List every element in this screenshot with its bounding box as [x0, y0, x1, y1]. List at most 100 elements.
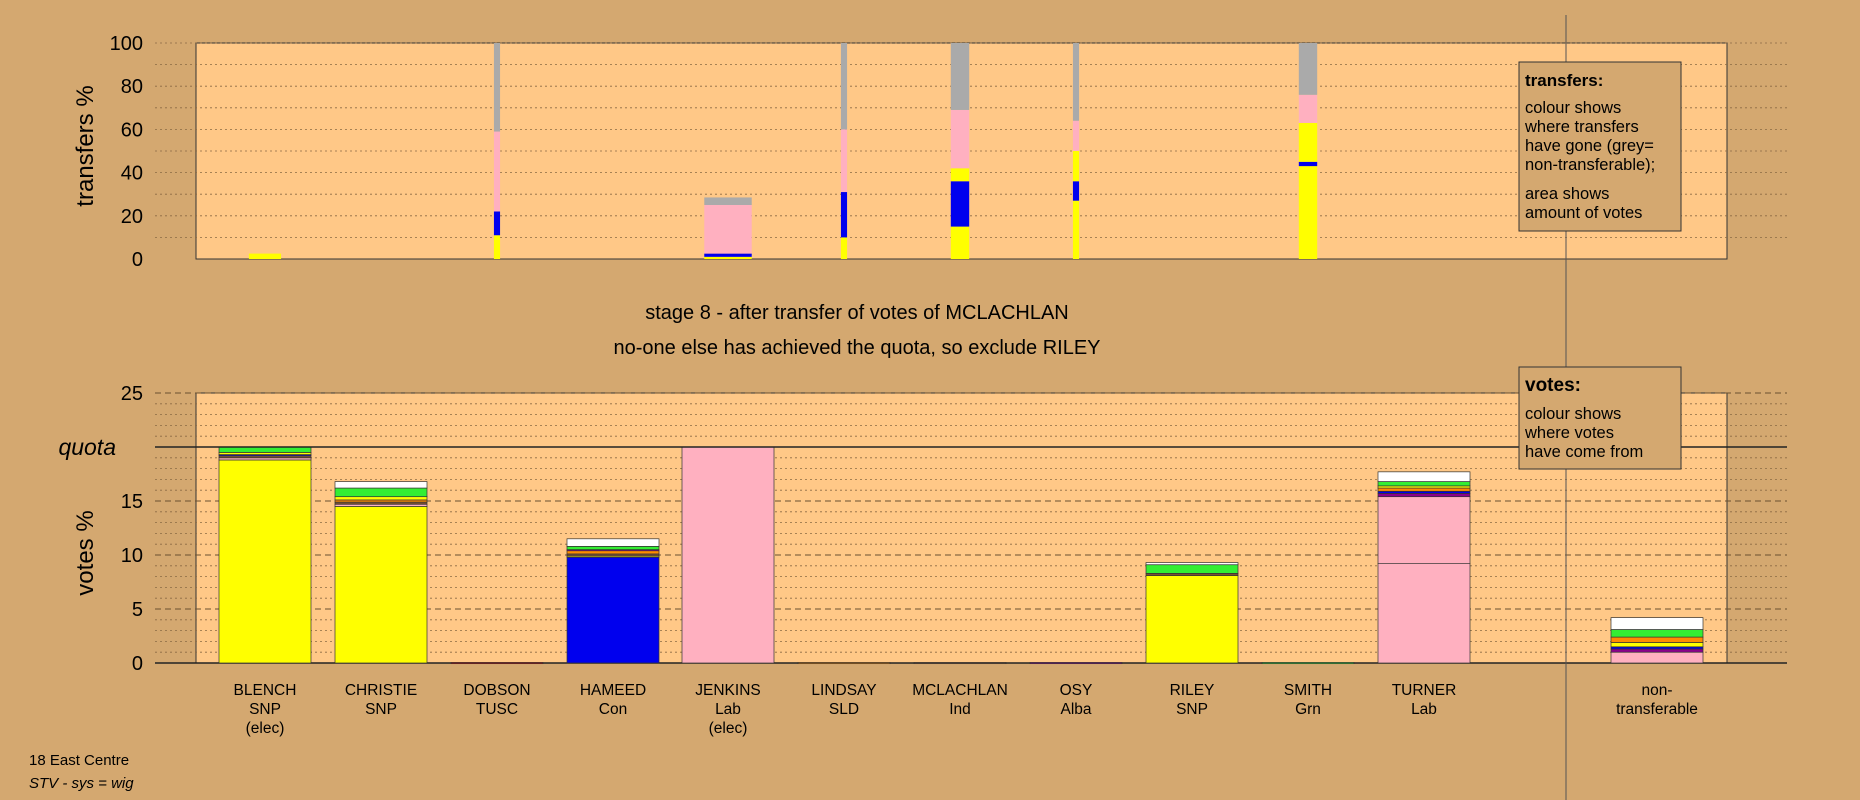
vote-bar-segment [218, 459, 312, 664]
vote-bar-segment [1377, 563, 1471, 664]
transfers-tick-label: 40 [121, 163, 143, 185]
transfers-legend-line: where transfers [1524, 118, 1639, 136]
vote-bar-segment [566, 538, 660, 547]
chart-title: stage 8 - after transfer of votes of MCL… [645, 302, 1069, 324]
transfer-bar-segment [840, 237, 848, 259]
candidate-label: (elec) [709, 720, 748, 737]
vote-bar-segment [334, 496, 428, 501]
vote-bar-segment [1610, 642, 1704, 648]
vote-bar-segment [566, 546, 660, 550]
ward-name: 18 East Centre [29, 752, 129, 769]
transfer-bar-segment [493, 131, 501, 212]
vote-bar-segment [218, 446, 312, 453]
vote-bar-segment [334, 487, 428, 498]
candidate-label: SNP [1176, 701, 1208, 718]
transfers-legend-line: non-transferable); [1525, 156, 1655, 174]
votes-tick-label: 5 [132, 599, 143, 621]
nontransferable-label: non- [1641, 682, 1672, 699]
transfers-legend-line: amount of votes [1525, 204, 1642, 222]
transfers-legend-box [1518, 61, 1682, 232]
transfers-tick-label: 60 [121, 119, 143, 141]
transfers-legend-title: transfers: [1525, 71, 1603, 90]
transfer-bar-segment [1072, 43, 1080, 121]
transfers-panel: 0 20 40 60 80 100 transfers % [72, 33, 1787, 271]
votes-tick-labels: 0 5 10 15 25 [121, 383, 143, 675]
vote-bar-segment [334, 481, 428, 489]
transfer-bar-segment [840, 129, 848, 193]
candidate-label: SNP [249, 701, 281, 718]
transfers-legend-line: area shows [1525, 185, 1609, 203]
candidate-label: TUSC [476, 701, 518, 718]
transfer-bar-segment [1298, 166, 1318, 259]
vote-bar-segment [566, 550, 660, 555]
vote-bar-segment [1610, 651, 1704, 664]
transfer-bar-segment [1298, 43, 1318, 95]
votes-legend-line: where votes [1524, 424, 1614, 442]
candidate-label: SNP [365, 701, 397, 718]
vote-bar-segment [566, 556, 660, 664]
quota-label: quota [58, 434, 116, 460]
transfer-bar-segment [950, 109, 970, 169]
candidate-label: DOBSON [463, 682, 530, 699]
candidate-label: JENKINS [695, 682, 760, 699]
transfer-bar-segment [1072, 151, 1080, 182]
transfer-bar-segment [493, 211, 501, 236]
transfer-bar-segment [1298, 122, 1318, 162]
candidate-label: Alba [1060, 701, 1091, 718]
vote-bar-segment [1610, 648, 1704, 653]
vote-bar-segment [1610, 636, 1704, 643]
transfer-bar-segment [248, 253, 282, 259]
votes-plot-area [195, 392, 1728, 664]
candidate-labels: BLENCH SNP (elec) CHRISTIE SNP DOBSON TUSC HAME… [234, 682, 1698, 737]
chart-subtitle: no-one else has achieved the quota, so e… [614, 337, 1101, 359]
candidate-label: CHRISTIE [345, 682, 417, 699]
candidate-label: SLD [829, 701, 859, 718]
vote-bar-segment [1145, 562, 1239, 566]
candidate-label: Lab [1411, 701, 1437, 718]
votes-axis-label: votes % [72, 510, 99, 595]
transfer-bar-segment [1298, 161, 1318, 167]
candidate-label: Grn [1295, 701, 1321, 718]
candidate-label: RILEY [1170, 682, 1215, 699]
transfer-bar-segment [950, 181, 970, 227]
candidate-label: Con [599, 701, 627, 718]
vote-bar-segment [1145, 575, 1239, 664]
candidate-label: Ind [949, 701, 971, 718]
transfer-bar-segment [840, 43, 848, 130]
candidate-label: MCLACHLAN [912, 682, 1008, 699]
transfers-bars [248, 43, 1318, 259]
transfer-bar-segment [950, 226, 970, 259]
transfers-legend: transfers: colour shows where transfers … [1518, 61, 1682, 232]
candidate-label: (elec) [246, 720, 285, 737]
vote-bar-segment [913, 662, 1007, 665]
vote-bar-segment [1377, 471, 1471, 482]
voting-system: STV - sys = wig [29, 775, 134, 792]
transfer-bar-segment [493, 235, 501, 259]
votes-legend-title: votes: [1525, 375, 1581, 396]
votes-panel: 0 5 10 15 25 quota votes % BLENCH SNP (elec) CH… [58, 383, 1787, 737]
vote-bar-segment [1145, 564, 1239, 574]
transfer-bar-segment [493, 43, 501, 132]
votes-tick-label: 0 [132, 653, 143, 675]
transfer-bar-segment [704, 253, 752, 257]
votes-bars [218, 446, 1704, 665]
vote-bar-segment [797, 662, 891, 665]
candidate-label: Lab [715, 701, 741, 718]
candidate-label: HAMEED [580, 682, 646, 699]
vote-bar-segment [334, 506, 428, 664]
candidate-label: OSY [1060, 682, 1093, 699]
vote-bar-segment [1610, 617, 1704, 630]
transfer-bar-segment [1298, 94, 1318, 123]
transfer-bar-segment [1072, 200, 1080, 259]
vote-bar-segment [1610, 629, 1704, 638]
votes-legend-box [1518, 366, 1682, 470]
transfers-legend-line: colour shows [1525, 99, 1621, 117]
transfers-gridlines [155, 42, 1787, 238]
transfers-tick-label: 100 [110, 33, 143, 55]
transfers-tick-label: 20 [121, 206, 143, 228]
vote-bar-segment [1261, 662, 1355, 665]
transfers-tick-label: 80 [121, 76, 143, 98]
transfer-bar-segment [950, 43, 970, 110]
candidate-label: BLENCH [234, 682, 297, 699]
